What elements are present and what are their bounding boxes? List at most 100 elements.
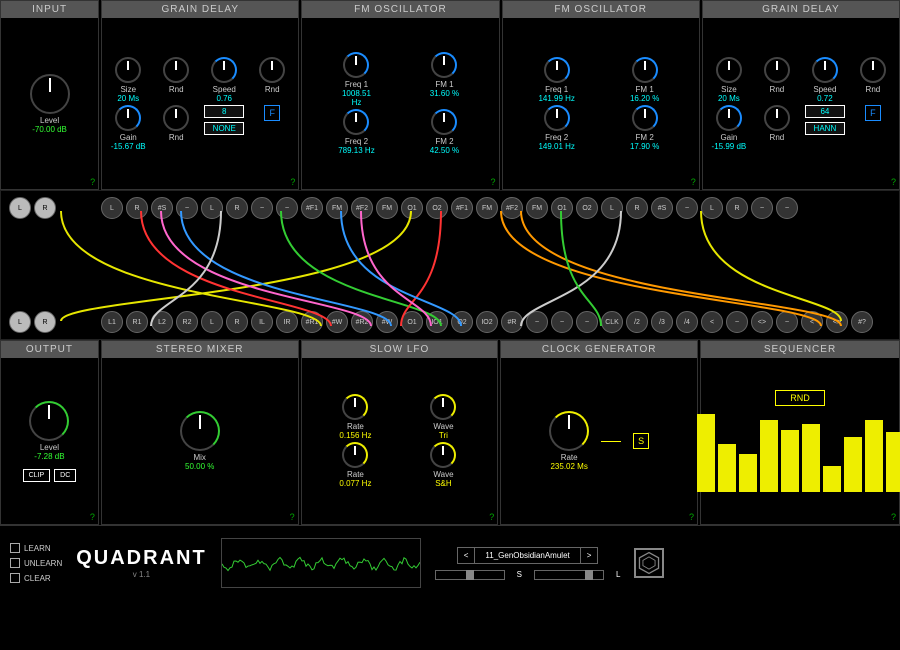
freq1-knob[interactable] [343, 52, 369, 78]
help-icon[interactable]: ? [691, 177, 696, 187]
patch-node[interactable]: L1 [101, 311, 123, 333]
patch-node[interactable]: #F2 [351, 197, 373, 219]
patch-node[interactable]: < [701, 311, 723, 333]
clock-rate-knob[interactable] [549, 411, 589, 451]
fm1-knob[interactable] [632, 57, 658, 83]
rnd-button[interactable]: RND [775, 390, 825, 406]
patch-node[interactable]: R [34, 311, 56, 333]
patch-node[interactable]: ~ [251, 197, 273, 219]
patch-node[interactable]: #R2 [351, 311, 373, 333]
f-button[interactable]: F [865, 105, 881, 121]
rate1-knob[interactable] [342, 394, 368, 420]
preset-name[interactable]: 11_GenObsidianAmulet [475, 548, 579, 563]
patch-node[interactable]: R [126, 197, 148, 219]
patch-node[interactable]: /2 [626, 311, 648, 333]
output-level-knob[interactable] [29, 401, 69, 441]
patch-node[interactable]: FM [476, 197, 498, 219]
patch-node[interactable]: #F1 [451, 197, 473, 219]
patch-node[interactable]: IO2 [476, 311, 498, 333]
patch-node[interactable]: R1 [126, 311, 148, 333]
preset-prev-button[interactable]: < [458, 548, 476, 563]
patch-node[interactable]: R2 [176, 311, 198, 333]
patch-node[interactable]: IR [276, 311, 298, 333]
help-icon[interactable]: ? [90, 512, 95, 522]
gain-knob[interactable] [716, 105, 742, 131]
clip-button[interactable]: CLIP [23, 469, 51, 482]
rate2-knob[interactable] [342, 442, 368, 468]
patch-node[interactable]: O2 [451, 311, 473, 333]
help-icon[interactable]: ? [90, 177, 95, 187]
patch-node[interactable]: ~ [776, 311, 798, 333]
patch-node[interactable]: L [701, 197, 723, 219]
patch-node[interactable]: L2 [151, 311, 173, 333]
size-knob[interactable] [115, 57, 141, 83]
patch-node[interactable]: R [226, 311, 248, 333]
help-icon[interactable]: ? [290, 177, 295, 187]
patch-node[interactable]: #F1 [301, 197, 323, 219]
help-icon[interactable]: ? [489, 512, 494, 522]
size-knob[interactable] [716, 57, 742, 83]
patch-node[interactable]: ~ [276, 197, 298, 219]
learn-checkbox[interactable]: LEARN [10, 543, 62, 553]
help-icon[interactable]: ? [689, 512, 694, 522]
patch-node[interactable]: R [726, 197, 748, 219]
patch-node[interactable]: ~ [176, 197, 198, 219]
patch-node[interactable]: R [626, 197, 648, 219]
patch-node[interactable]: O2 [576, 197, 598, 219]
seq-bar[interactable] [823, 466, 841, 492]
wave2-knob[interactable] [430, 442, 456, 468]
s-slider[interactable] [435, 570, 505, 580]
patch-node[interactable]: #R [501, 311, 523, 333]
unlearn-checkbox[interactable]: UNLEARN [10, 558, 62, 568]
fm1-knob[interactable] [431, 52, 457, 78]
mix-knob[interactable] [180, 411, 220, 451]
patch-node[interactable]: ~ [526, 311, 548, 333]
rnd-knob[interactable] [163, 105, 189, 131]
help-icon[interactable]: ? [891, 512, 896, 522]
patch-node[interactable]: ~ [726, 311, 748, 333]
patch-node[interactable]: L [201, 197, 223, 219]
seq-bar[interactable] [718, 444, 736, 492]
help-icon[interactable]: ? [891, 177, 896, 187]
patch-node[interactable]: FM [376, 197, 398, 219]
patch-node[interactable]: L [101, 197, 123, 219]
patch-node[interactable]: L [201, 311, 223, 333]
wave1-knob[interactable] [430, 394, 456, 420]
patch-node[interactable]: FM [326, 197, 348, 219]
f-button[interactable]: F [264, 105, 280, 121]
patch-node[interactable]: ~ [576, 311, 598, 333]
rnd-knob[interactable] [163, 57, 189, 83]
freq2-knob[interactable] [544, 105, 570, 131]
patch-node[interactable]: O1 [401, 197, 423, 219]
sequencer-bars[interactable] [697, 412, 900, 492]
preset-next-button[interactable]: > [580, 548, 598, 563]
seq-bar[interactable] [739, 454, 757, 492]
patch-node[interactable]: L [9, 311, 31, 333]
grain-select-1[interactable]: 8 [204, 105, 244, 118]
patch-node[interactable]: <> [751, 311, 773, 333]
patch-node[interactable]: #? [851, 311, 873, 333]
patch-node[interactable]: <> [826, 311, 848, 333]
freq1-knob[interactable] [544, 57, 570, 83]
patch-node[interactable]: < [801, 311, 823, 333]
seq-bar[interactable] [781, 430, 799, 492]
patch-node[interactable]: R [34, 197, 56, 219]
patch-node[interactable]: O1 [401, 311, 423, 333]
rnd-knob[interactable] [860, 57, 886, 83]
patch-node[interactable]: ~ [551, 311, 573, 333]
gain-knob[interactable] [115, 105, 141, 131]
patch-node[interactable]: /3 [651, 311, 673, 333]
help-icon[interactable]: ? [491, 177, 496, 187]
patch-node[interactable]: FM [526, 197, 548, 219]
seq-bar[interactable] [844, 437, 862, 492]
patch-node[interactable]: #S [651, 197, 673, 219]
grain-select-2[interactable]: HANN [805, 122, 845, 135]
seq-bar[interactable] [886, 432, 900, 492]
clear-checkbox[interactable]: CLEAR [10, 573, 62, 583]
rnd-knob[interactable] [764, 57, 790, 83]
speed-knob[interactable] [211, 57, 237, 83]
patch-node[interactable]: L [9, 197, 31, 219]
patch-node[interactable]: #W [376, 311, 398, 333]
fm2-knob[interactable] [632, 105, 658, 131]
rnd-knob[interactable] [764, 105, 790, 131]
